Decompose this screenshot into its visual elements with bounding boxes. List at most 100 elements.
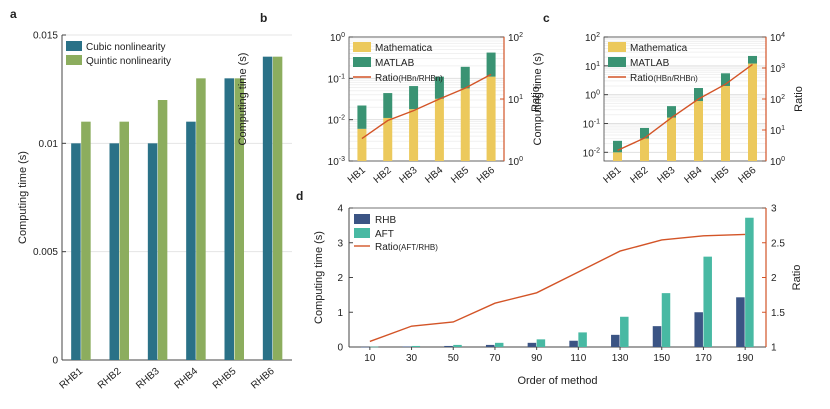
plot-frame: [348, 36, 505, 162]
x-tick-label: 70: [489, 353, 501, 364]
y2-tick-label: 102: [508, 32, 523, 44]
x-tick-label: 30: [406, 353, 418, 364]
bar-matlab: [667, 106, 676, 118]
x-tick-label: RHB3: [134, 366, 162, 392]
y2-tick-label: 1: [771, 343, 777, 354]
ratio-line: [361, 73, 492, 140]
y-axis-label: Computing time (s): [313, 231, 325, 324]
bar-matlab: [357, 105, 367, 129]
legend-label: Quintic nonlinearity: [86, 56, 171, 67]
bar-matlab: [409, 86, 419, 110]
x-tick-label: RHB1: [58, 366, 86, 392]
bar-matlab: [383, 93, 393, 118]
y-axis-label: Computing time (s): [17, 151, 29, 244]
bar-mathematica: [694, 101, 703, 161]
bar-quintic: [196, 78, 206, 360]
x-tick-label: 170: [695, 353, 712, 364]
bar-mathematica: [434, 98, 444, 161]
x-tick-label: HB1: [601, 165, 623, 186]
y2-tick-label: 101: [508, 94, 523, 106]
legend-label: Ratio(AFT/RHB): [375, 242, 438, 253]
legend-swatch: [354, 228, 370, 238]
y2-tick-label: 3: [771, 204, 777, 215]
bar-rhb: [527, 342, 537, 347]
y-tick-label: 100: [585, 90, 600, 102]
bar-rhb: [444, 345, 453, 347]
panel-label-c: c: [543, 11, 550, 25]
legend-swatch: [353, 42, 371, 52]
bar-mathematica: [486, 76, 496, 161]
y-tick-label: 10-1: [328, 73, 345, 85]
bar-quintic: [157, 100, 168, 360]
bar-cubic: [186, 121, 196, 361]
x-tick-label: HB3: [398, 165, 420, 186]
bar-matlab: [721, 73, 730, 86]
y-tick-label: 0: [52, 356, 58, 367]
legend-label: Mathematica: [630, 43, 688, 54]
bar-matlab: [460, 66, 470, 89]
bar-mathematica: [613, 152, 622, 161]
bar-rhb: [360, 346, 370, 348]
ratio-line: [617, 63, 753, 152]
y-tick-label: 4: [337, 204, 343, 215]
legend-swatch: [608, 42, 626, 52]
legend-swatch: [66, 41, 82, 51]
y2-axis-label: Ratio: [791, 265, 803, 291]
bar-rhb: [569, 340, 578, 347]
y2-axis-label: Ratio: [530, 86, 542, 112]
bar-aft: [661, 293, 671, 347]
bar-cubic: [224, 78, 234, 360]
bar-rhb: [611, 334, 620, 347]
legend-label: Cubic nonlinearity: [86, 42, 166, 53]
legend-swatch: [608, 57, 626, 67]
bar-quintic: [234, 78, 244, 360]
y2-tick-label: 2.5: [771, 238, 785, 249]
bar-quintic: [272, 56, 283, 361]
y2-tick-label: 101: [770, 125, 785, 137]
bar-aft: [578, 332, 587, 347]
x-tick-label: HB4: [682, 165, 704, 186]
ratio-line: [369, 233, 746, 343]
bar-mathematica: [383, 117, 393, 161]
bar-aft: [745, 217, 754, 347]
x-tick-label: HB2: [372, 165, 394, 186]
panel-label-a: a: [10, 7, 17, 21]
bar-aft: [494, 342, 504, 347]
x-tick-label: RHB2: [96, 366, 124, 392]
bar-matlab: [640, 127, 649, 139]
bar-mathematica: [748, 63, 757, 161]
x-tick-label: 150: [653, 353, 670, 364]
y-axis-label: Computing time (s): [532, 53, 544, 146]
x-tick-label: HB3: [655, 165, 677, 186]
x-tick-label: RHB5: [211, 366, 239, 392]
bar-cubic: [262, 56, 273, 361]
y2-tick-label: 100: [508, 156, 523, 168]
x-tick-label: 190: [737, 353, 754, 364]
legend-label: Ratio(HBn/RHBn): [630, 73, 698, 84]
legend-label: Ratio(HBn/RHBn): [375, 73, 443, 84]
bar-rhb: [402, 346, 412, 348]
bar-matlab: [486, 52, 496, 77]
x-tick-label: HB4: [423, 165, 445, 186]
bar-matlab: [694, 88, 703, 102]
y-tick-label: 10-2: [328, 115, 345, 127]
x-tick-label: 10: [364, 353, 376, 364]
bar-aft: [369, 346, 379, 348]
y-tick-label: 10-3: [328, 156, 345, 168]
x-tick-label: RHB4: [173, 366, 201, 392]
legend-label: MATLAB: [375, 58, 415, 69]
legend-label: Mathematica: [375, 43, 433, 54]
bar-aft: [620, 316, 629, 347]
x-axis-label: Order of method: [517, 375, 597, 387]
x-tick-label: 130: [612, 353, 629, 364]
bar-rhb: [485, 344, 495, 347]
x-tick-label: RHB6: [249, 366, 277, 392]
bar-mathematica: [460, 88, 470, 161]
bar-mathematica: [357, 128, 367, 161]
y-tick-label: 0.005: [33, 247, 58, 258]
bar-aft: [411, 345, 421, 347]
x-tick-label: HB2: [628, 165, 650, 186]
y-tick-label: 0.015: [33, 31, 58, 42]
legend-label: AFT: [375, 229, 394, 240]
